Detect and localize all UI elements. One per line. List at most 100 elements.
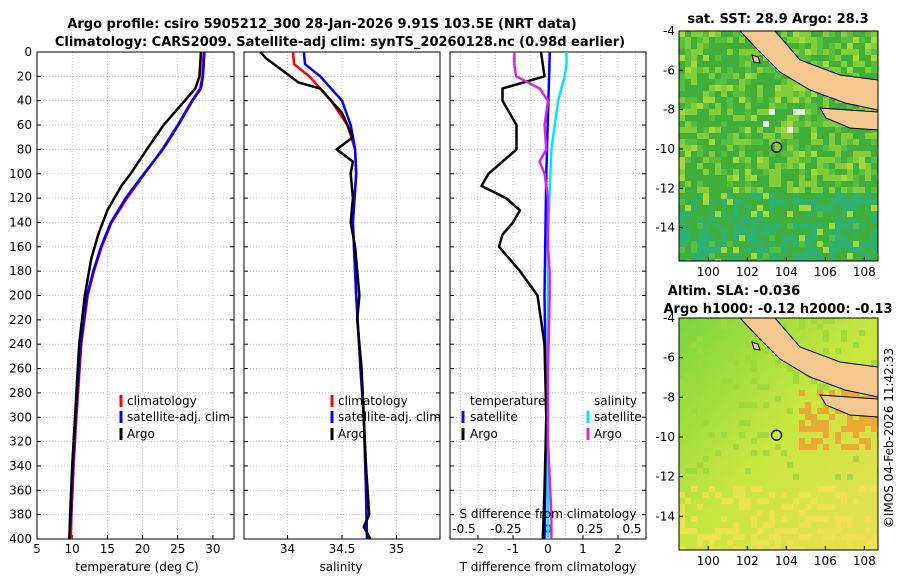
map-cell — [817, 115, 823, 121]
map-cell — [865, 540, 871, 546]
map-cell — [721, 241, 727, 247]
sst-frame — [678, 30, 879, 262]
y-tick-label: 200 — [9, 289, 32, 303]
map-cell — [841, 390, 847, 396]
map-cell — [769, 109, 775, 115]
sst-island — [751, 54, 761, 64]
map-cell — [871, 546, 877, 550]
map-cell — [721, 211, 727, 217]
map-cell — [847, 199, 853, 205]
map-cell — [751, 223, 757, 229]
s-tick-label: 0.5 — [622, 522, 641, 536]
map-cell — [715, 85, 721, 91]
map-cell — [709, 486, 715, 492]
x-tick-label: 34 — [280, 542, 295, 556]
map-cell — [679, 259, 685, 261]
sla-land-java — [819, 394, 878, 418]
map-cell — [805, 247, 811, 253]
map-cell — [757, 384, 763, 390]
map-cell — [757, 540, 763, 546]
map-cell — [721, 378, 727, 384]
map-cell — [829, 157, 835, 163]
map-cell — [703, 199, 709, 205]
map-cell — [691, 342, 697, 348]
map-cell — [685, 157, 691, 163]
map-cell — [697, 151, 703, 157]
map-cell — [853, 151, 859, 157]
map-cell — [757, 193, 763, 199]
map-cell — [751, 193, 757, 199]
map-cell — [775, 444, 781, 450]
map-cell — [829, 133, 835, 139]
map-cell — [859, 426, 865, 432]
map-cell — [679, 211, 685, 217]
map-cell — [733, 534, 739, 540]
map-cell — [745, 354, 751, 360]
map-cell — [799, 37, 805, 43]
map-cell — [751, 336, 757, 342]
map-cell — [871, 49, 877, 55]
map-cell — [871, 169, 877, 175]
map-cell — [829, 121, 835, 127]
map-cell — [679, 139, 685, 145]
series-s-argo — [513, 52, 553, 539]
map-cell — [835, 474, 841, 480]
map-cell — [799, 121, 805, 127]
map-cell — [763, 157, 769, 163]
map-cell — [733, 492, 739, 498]
map-cell — [751, 360, 757, 366]
map-cell — [799, 318, 805, 324]
map-cell — [829, 235, 835, 241]
map-cell — [703, 420, 709, 426]
map-cell — [811, 438, 817, 444]
map-cell — [697, 49, 703, 55]
map-cell — [757, 259, 763, 261]
map-cell — [757, 432, 763, 438]
map-cell — [739, 115, 745, 121]
map-cell — [715, 55, 721, 61]
map-cell — [715, 157, 721, 163]
map-cell — [799, 408, 805, 414]
map-cell — [817, 241, 823, 247]
map-cell — [769, 103, 775, 109]
map-cell — [823, 157, 829, 163]
map-cell — [703, 229, 709, 235]
map-cell — [811, 109, 817, 115]
map-cell — [811, 49, 817, 55]
map-cell — [841, 139, 847, 145]
map-cell — [823, 432, 829, 438]
map-cell — [841, 498, 847, 504]
map-cell — [841, 444, 847, 450]
map-cell — [805, 522, 811, 528]
map-cell — [817, 516, 823, 522]
map-cell — [847, 414, 853, 420]
map-cell — [829, 139, 835, 145]
map-cell — [829, 145, 835, 151]
map-cell — [751, 241, 757, 247]
map-cell — [799, 546, 805, 550]
map-cell — [697, 67, 703, 73]
map-cell — [709, 127, 715, 133]
map-cell — [811, 253, 817, 259]
map-cell — [697, 181, 703, 187]
map-cell — [799, 169, 805, 175]
map-cell — [745, 67, 751, 73]
map-cell — [865, 169, 871, 175]
map-cell — [691, 378, 697, 384]
map-cell — [841, 336, 847, 342]
map-cell — [823, 384, 829, 390]
map-cell — [763, 169, 769, 175]
map-cell — [739, 235, 745, 241]
map-cell — [793, 193, 799, 199]
map-cell — [721, 139, 727, 145]
map-cell — [703, 223, 709, 229]
map-cell — [697, 163, 703, 169]
map-cell — [739, 199, 745, 205]
map-cell — [691, 103, 697, 109]
map-cell — [805, 145, 811, 151]
map-cell — [769, 199, 775, 205]
map-cell — [823, 205, 829, 211]
map-cell — [775, 546, 781, 550]
map-cell — [751, 139, 757, 145]
